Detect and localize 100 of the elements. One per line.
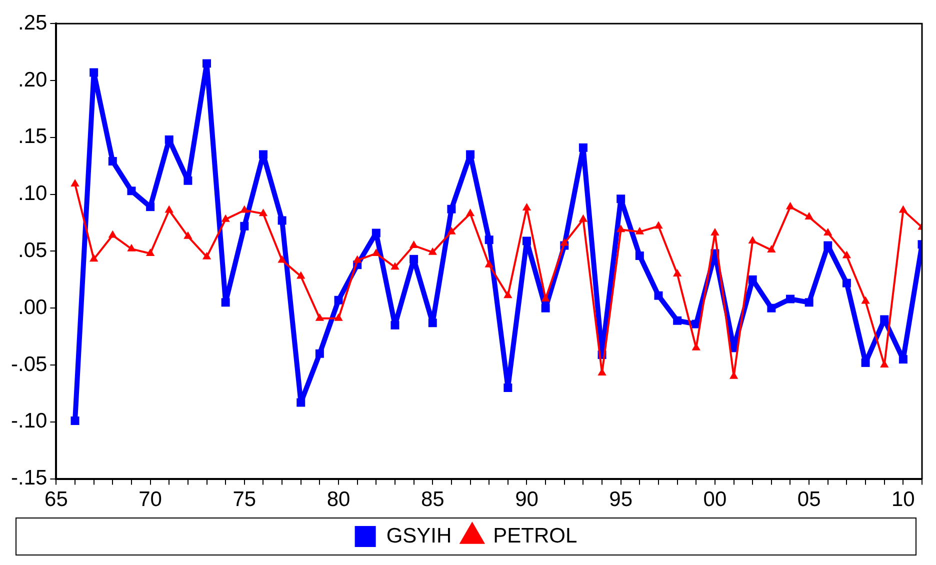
y-tick-label: .05: [18, 238, 48, 262]
x-tick-label: 95: [609, 488, 633, 512]
point: [278, 216, 286, 225]
point: [315, 349, 324, 358]
point: [372, 248, 380, 256]
point: [334, 313, 343, 321]
point: [202, 252, 212, 260]
point: [70, 179, 80, 187]
point: [710, 228, 720, 236]
y-tick-label: -.15: [11, 466, 48, 490]
legend-label: PETROL: [493, 524, 578, 548]
point: [824, 241, 832, 250]
point: [522, 202, 532, 210]
point: [90, 68, 98, 77]
point: [541, 304, 550, 312]
point: [748, 275, 757, 284]
point: [616, 224, 626, 232]
point: [466, 150, 475, 159]
point: [767, 245, 776, 253]
point: [70, 416, 80, 426]
point: [861, 296, 870, 304]
point: [504, 290, 512, 298]
point: [164, 205, 174, 213]
legend-label: GSYIH: [386, 524, 452, 548]
point: [410, 254, 418, 264]
x-tick-label: 65: [44, 488, 68, 512]
point: [898, 205, 908, 213]
point: [578, 214, 588, 222]
point: [767, 304, 776, 312]
point: [522, 236, 531, 246]
point: [541, 294, 550, 302]
point: [146, 248, 155, 256]
point: [786, 294, 794, 304]
x-tick-label: 80: [326, 488, 350, 512]
point: [898, 355, 908, 364]
x-tick-label: 90: [515, 488, 538, 512]
y-tick-label: .10: [18, 182, 48, 206]
point: [578, 143, 588, 152]
point: [315, 313, 324, 321]
point: [409, 240, 418, 248]
point: [804, 212, 814, 220]
point: [484, 260, 494, 268]
point: [108, 230, 117, 238]
point: [560, 238, 569, 246]
y-tick-label: .15: [18, 125, 48, 148]
point: [880, 315, 889, 324]
point: [221, 298, 230, 307]
x-tick-label: 85: [420, 488, 444, 512]
point: [390, 320, 400, 330]
point: [654, 221, 663, 229]
point: [635, 226, 644, 234]
point: [786, 202, 795, 210]
point: [672, 268, 682, 276]
y-tick-label: .25: [18, 11, 48, 34]
point: [184, 231, 192, 239]
x-tick-label: 75: [232, 488, 256, 512]
point: [654, 291, 663, 300]
x-tick-label: 00: [703, 488, 727, 512]
point: [428, 318, 437, 328]
point: [240, 205, 249, 213]
point: [108, 157, 117, 166]
y-tick-label: -.05: [11, 352, 48, 376]
point: [90, 254, 98, 262]
point: [334, 296, 343, 304]
point: [258, 150, 268, 159]
point: [804, 298, 814, 307]
point: [447, 204, 456, 214]
point: [184, 176, 192, 185]
point: [428, 247, 437, 255]
x-tick-label: 10: [892, 488, 915, 512]
point: [202, 59, 212, 68]
point: [635, 252, 644, 260]
x-tick-label: 70: [138, 488, 162, 512]
y-tick-label: .00: [18, 296, 48, 319]
point: [240, 222, 249, 230]
point: [164, 135, 174, 144]
point: [221, 214, 230, 222]
point: [466, 208, 475, 216]
point: [372, 228, 380, 238]
point: [748, 236, 757, 244]
point: [127, 186, 136, 196]
point: [504, 384, 512, 392]
point: [353, 255, 362, 263]
point: [824, 228, 832, 236]
y-tick-label: .20: [18, 68, 48, 92]
point: [127, 244, 136, 252]
point: [296, 271, 306, 279]
point: [673, 316, 682, 325]
point: [296, 398, 306, 407]
point: [258, 208, 268, 216]
point: [484, 236, 494, 244]
point: [616, 194, 626, 204]
x-tick-label: 05: [797, 488, 821, 512]
point: [146, 202, 155, 212]
point: [390, 262, 400, 270]
point: [447, 226, 456, 234]
point: [842, 250, 852, 258]
point: [278, 255, 286, 263]
point: [842, 278, 851, 288]
point: [861, 358, 870, 367]
